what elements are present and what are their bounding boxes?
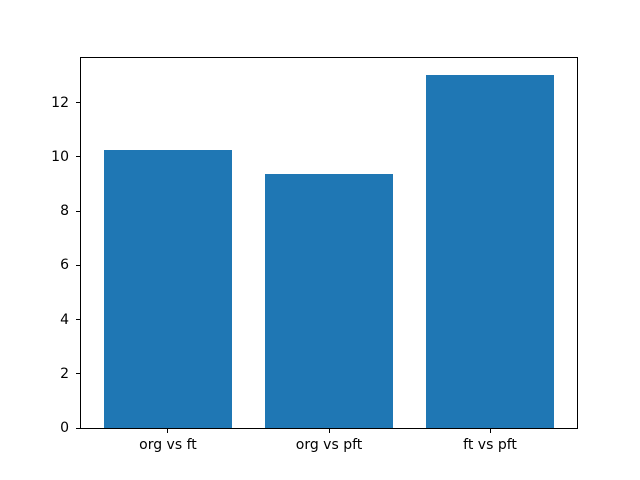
x-tick-label: ft vs pft bbox=[463, 437, 517, 453]
y-tick-label: 8 bbox=[60, 203, 69, 220]
y-tick-label: 12 bbox=[51, 94, 69, 111]
y-tick-mark bbox=[76, 373, 80, 375]
x-tick-label: org vs ft bbox=[139, 437, 197, 453]
y-tick-label: 0 bbox=[60, 420, 69, 436]
bar-org-vs-ft bbox=[103, 149, 233, 428]
y-tick-mark bbox=[76, 210, 80, 212]
y-tick-mark bbox=[76, 102, 80, 104]
x-tick-mark bbox=[489, 429, 491, 433]
y-tick-mark bbox=[76, 156, 80, 158]
y-tick-label: 10 bbox=[51, 148, 69, 165]
bar-org-vs-pft bbox=[264, 174, 394, 428]
axes: 0 2 4 6 8 10 12 org vs ft org vs pft ft vs pft bbox=[51, 57, 578, 453]
y-tick-label: 2 bbox=[60, 365, 69, 382]
x-tick-label: org vs pft bbox=[295, 437, 363, 453]
y-tick-mark bbox=[76, 319, 80, 321]
x-tick-mark bbox=[328, 429, 330, 433]
y-tick-mark bbox=[76, 264, 80, 266]
bar-ft-vs-pft bbox=[425, 74, 555, 428]
x-tick-mark bbox=[167, 429, 169, 433]
y-tick-mark bbox=[76, 427, 80, 429]
y-tick-label: 4 bbox=[60, 311, 69, 328]
y-tick-label: 6 bbox=[60, 257, 69, 274]
